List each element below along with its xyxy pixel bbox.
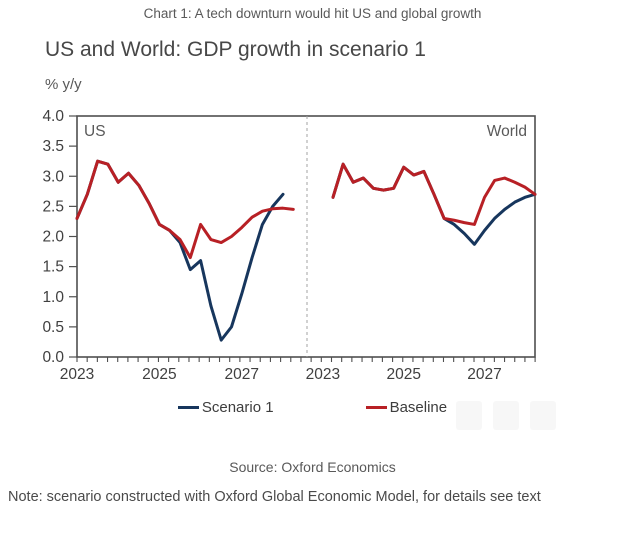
y-tick-label: 3.5	[42, 138, 64, 155]
x-tick-label: 2025	[142, 366, 176, 383]
chart-legend: Scenario 1 Baseline	[0, 399, 625, 416]
world-scenario1-line	[331, 162, 537, 246]
faded-toolbar-icons	[456, 401, 556, 430]
faded-action-icon-3[interactable]	[530, 401, 556, 430]
legend-item-scenario1: Scenario 1	[177, 399, 274, 416]
legend-label-scenario1: Scenario 1	[201, 399, 274, 416]
baseline-line-swatch	[365, 406, 387, 409]
y-tick-label: 0.5	[42, 319, 64, 336]
faded-action-icon-2[interactable]	[493, 401, 519, 430]
y-tick-label: 1.0	[42, 289, 64, 306]
figure-caption: Chart 1: A tech downturn would hit US an…	[143, 6, 482, 21]
x-tick-label: 2025	[386, 366, 420, 383]
y-tick-label: 3.0	[42, 168, 64, 185]
us-baseline-line	[75, 159, 295, 260]
legend-label-baseline: Baseline	[389, 399, 448, 416]
panel-label-world: World	[487, 123, 527, 140]
x-tick-label: 2023	[60, 366, 94, 383]
y-tick-label: 0.0	[42, 349, 64, 366]
source-text: Source: Oxford Economics	[229, 459, 396, 475]
note-text: Note: scenario constructed with Oxford G…	[8, 489, 541, 505]
us-scenario1-line	[75, 159, 285, 342]
x-tick-label: 2027	[467, 366, 501, 383]
y-tick-label: 2.5	[42, 198, 64, 215]
x-tick-label: 2023	[306, 366, 340, 383]
gdp-growth-line-chart: 0.0 0.5 1.0 1.5 2.0 2.5 3.0 3.5 4.0 2023 2025 2027 U…	[42, 108, 537, 383]
legend-item-baseline: Baseline	[365, 399, 448, 416]
y-tick-label: 2.0	[42, 229, 64, 246]
y-tick-label: 1.5	[42, 259, 64, 276]
chart-title: US and World: GDP growth in scenario 1	[45, 38, 426, 61]
x-tick-label: 2027	[225, 366, 259, 383]
y-tick-label: 4.0	[42, 108, 64, 125]
world-baseline-line	[331, 162, 537, 226]
faded-action-icon-1[interactable]	[456, 401, 482, 430]
scenario1-line-swatch	[177, 406, 199, 409]
panel-label-us: US	[84, 123, 106, 140]
y-axis-unit-label: % y/y	[45, 76, 82, 93]
